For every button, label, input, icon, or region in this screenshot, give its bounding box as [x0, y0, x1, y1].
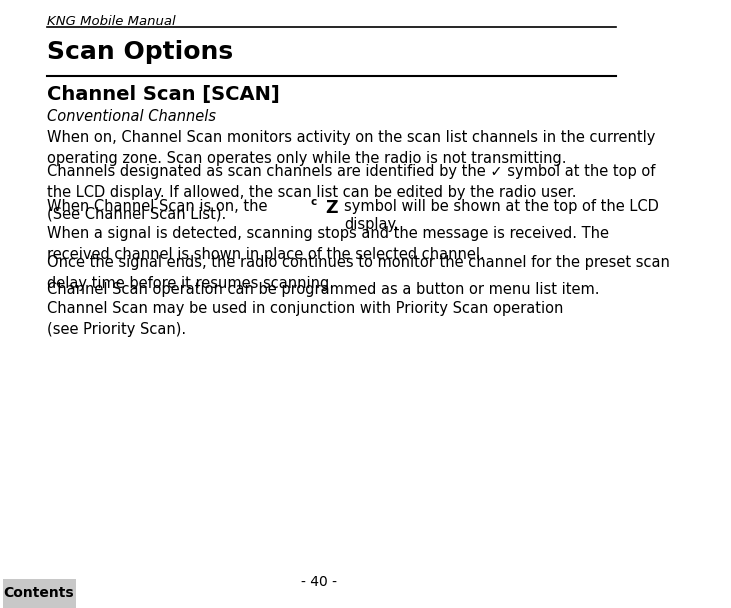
Text: Z: Z	[325, 199, 337, 218]
Text: When a signal is detected, scanning stops and the message is received. The
recei: When a signal is detected, scanning stop…	[48, 226, 609, 262]
Text: Channel Scan may be used in conjunction with Priority Scan operation
(see Priori: Channel Scan may be used in conjunction …	[48, 301, 564, 337]
Text: Channel Scan operation can be programmed as a button or menu list item.: Channel Scan operation can be programmed…	[48, 282, 599, 297]
Text: Once the signal ends, the radio continues to monitor the channel for the preset : Once the signal ends, the radio continue…	[48, 255, 670, 291]
Text: Channels designated as scan channels are identified by the ✓ symbol at the top o: Channels designated as scan channels are…	[48, 164, 656, 221]
Text: - 40 -: - 40 -	[301, 575, 337, 589]
FancyBboxPatch shape	[3, 579, 76, 608]
Text: Conventional Channels: Conventional Channels	[48, 109, 216, 125]
Text: Contents: Contents	[4, 586, 75, 601]
Text: When on, Channel Scan monitors activity on the scan list channels in the current: When on, Channel Scan monitors activity …	[48, 130, 656, 165]
Text: Scan Options: Scan Options	[48, 40, 233, 63]
Text: c: c	[311, 197, 317, 207]
Text: When Channel Scan is on, the: When Channel Scan is on, the	[48, 199, 273, 215]
Text: symbol will be shown at the top of the LCD
display.: symbol will be shown at the top of the L…	[344, 199, 659, 232]
Text: Channel Scan [SCAN]: Channel Scan [SCAN]	[48, 85, 280, 104]
Text: KNG Mobile Manual: KNG Mobile Manual	[48, 15, 176, 28]
